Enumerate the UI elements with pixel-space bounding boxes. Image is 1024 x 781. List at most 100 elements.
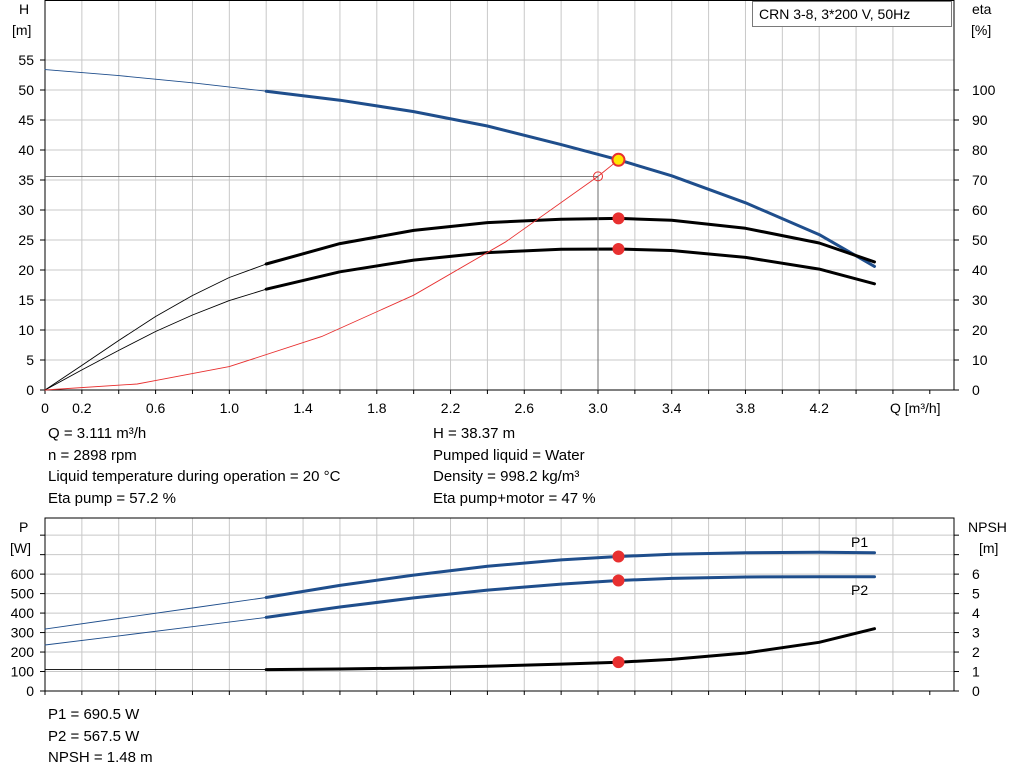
y-right-axis-unit: [%] — [971, 22, 991, 38]
y-left-tick-label: 20 — [18, 262, 34, 278]
y-right-tick-label: 0 — [972, 683, 980, 699]
y-right-tick-label: 100 — [972, 82, 996, 98]
y-left-tick-label: 45 — [18, 112, 34, 128]
duty-point-marker — [611, 152, 626, 167]
y-right-tick-label: 80 — [972, 142, 988, 158]
x-tick-label: 3.0 — [588, 400, 608, 416]
top-series-2-thin-line — [44, 288, 267, 391]
y-left-tick-label: 40 — [18, 142, 34, 158]
y-right-axis-title: NPSH — [968, 519, 1007, 535]
top-series-0-thick-line — [264, 89, 876, 268]
y-left-tick-label: 100 — [11, 664, 35, 680]
x-tick-label: 2.6 — [515, 400, 535, 416]
bottom-series-0-thick-line — [264, 550, 876, 599]
info-p2: P2 = 567.5 W — [48, 727, 140, 745]
info-eta-pump-motor: Eta pump+motor = 47 % — [433, 489, 596, 507]
y-right-tick-label: 20 — [972, 322, 988, 338]
x-tick-label: 1.4 — [293, 400, 313, 416]
top-series-2-thick-line — [264, 247, 876, 291]
x-tick-label: 1.8 — [367, 400, 387, 416]
top-chart-grid — [45, 0, 954, 390]
y-left-axis-unit: [W] — [10, 540, 31, 556]
x-tick-label: 0.6 — [146, 400, 166, 416]
axis-labels: 0 0.2 0.6 1.0 1.4 1.8 2.2 2.6 3.0 3.4 3.8 4.2051015… — [10, 1, 1007, 699]
top-series-1-thin-line — [44, 263, 267, 391]
info-eta-pump: Eta pump = 57.2 % — [48, 489, 176, 507]
bottom-series-1-thick-line — [264, 575, 876, 619]
y-left-tick-label: 25 — [18, 232, 34, 248]
y-left-tick-label: 50 — [18, 82, 34, 98]
reference-point-marker — [593, 171, 603, 182]
x-tick-label: 4.2 — [809, 400, 829, 416]
x-tick-label: 0 — [41, 400, 49, 416]
info-p1: P1 = 690.5 W — [48, 706, 140, 723]
y-right-tick-label: 2 — [972, 644, 980, 660]
bottom-info: P1 = 690.5 W P2 = 567.5 W NPSH = 1.48 m — [48, 704, 153, 769]
chart-frames — [44, 0, 955, 692]
top-series-3-thin-line — [44, 159, 619, 391]
axis-ticks — [40, 59, 959, 695]
y-right-tick-label: 40 — [972, 262, 988, 278]
pump-legend-box: CRN 3-8, 3*200 V, 50Hz — [752, 1, 952, 27]
pump-legend-title: CRN 3-8, 3*200 V, 50Hz — [759, 6, 911, 22]
y-left-tick-label: 10 — [18, 322, 34, 338]
info-npsh: NPSH = 1.48 m — [48, 749, 153, 766]
x-tick-label: 1.0 — [220, 400, 240, 416]
info-flow: Q = 3.111 m³/h — [48, 425, 147, 442]
y-left-tick-label: 500 — [11, 586, 35, 602]
y-right-tick-label: 1 — [972, 664, 980, 680]
curves — [44, 69, 876, 672]
y-right-tick-label: 3 — [972, 625, 980, 641]
bottom-chart-frame — [44, 517, 955, 692]
info-density: Density = 998.2 kg/m³ — [433, 468, 580, 485]
y-right-tick-label: 70 — [972, 172, 988, 188]
y-right-tick-label: 6 — [972, 566, 980, 582]
series-label-p2: P2 — [851, 582, 868, 598]
y-right-tick-label: 4 — [972, 605, 980, 621]
x-axis-label: Q [m³/h] — [890, 400, 941, 416]
y-right-axis-unit: [m] — [979, 540, 998, 556]
y-left-tick-label: 600 — [11, 566, 35, 582]
x-tick-label: 3.4 — [662, 400, 682, 416]
y-left-tick-label: 0 — [26, 683, 34, 699]
x-tick-label: 2.2 — [441, 400, 461, 416]
y-left-tick-label: 400 — [11, 605, 35, 621]
operating-point-markers — [611, 152, 626, 669]
y-right-tick-label: 0 — [972, 382, 980, 398]
y-right-tick-label: 50 — [972, 232, 988, 248]
y-left-tick-label: 30 — [18, 202, 34, 218]
info-liquid-temp: Liquid temperature during operation = 20… — [48, 468, 341, 485]
y-right-axis-title: eta — [972, 1, 992, 17]
info-pumped-liquid: Pumped liquid = Water — [433, 446, 585, 464]
y-left-tick-label: 0 — [26, 382, 34, 398]
top-chart-frame — [44, 0, 955, 391]
bottom-chart-grid — [45, 518, 954, 691]
y-right-tick-label: 30 — [972, 292, 988, 308]
y-left-tick-label: 200 — [11, 644, 35, 660]
bottom-series-2-thick-line — [264, 627, 876, 672]
y-right-tick-label: 5 — [972, 586, 980, 602]
series-label-p1: P1 — [851, 534, 868, 550]
y-left-tick-label: 5 — [26, 352, 34, 368]
y-left-tick-label: 55 — [18, 52, 34, 68]
y-left-axis-unit: [m] — [12, 22, 31, 38]
top-right-info: H = 38.37 m Pumped liquid = Water Densit… — [433, 423, 596, 509]
bottom-series-0-thin-line — [44, 597, 267, 630]
y-right-tick-label: 60 — [972, 202, 988, 218]
info-head: H = 38.37 m — [433, 425, 516, 442]
operating-point-marker — [612, 550, 625, 563]
y-left-axis-title: H — [19, 1, 29, 17]
top-left-info: Q = 3.111 m³/h n = 2898 rpm Liquid tempe… — [48, 423, 340, 509]
top-series-1-thick-line — [264, 216, 876, 266]
operating-point-marker — [612, 212, 625, 225]
y-left-tick-label: 35 — [18, 172, 34, 188]
operating-point-marker — [612, 243, 625, 255]
bottom-series-1-thin-line — [44, 616, 267, 646]
info-speed: n = 2898 rpm — [48, 446, 137, 464]
y-left-tick-label: 300 — [11, 625, 35, 641]
y-left-tick-label: 15 — [18, 292, 34, 308]
y-right-tick-label: 90 — [972, 112, 988, 128]
operating-point-marker — [612, 656, 625, 669]
top-series-0-thin-line — [44, 69, 267, 92]
